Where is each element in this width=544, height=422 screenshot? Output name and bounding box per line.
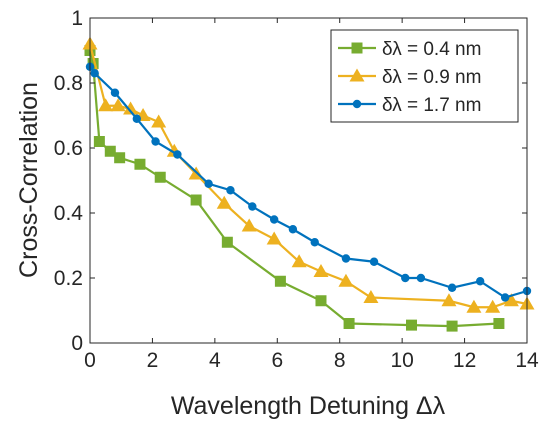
x-tick-label: 4: [209, 349, 221, 372]
series-2-point: [503, 293, 519, 307]
y-tick-label: 0.6: [54, 137, 83, 160]
legend-label: δλ = 1.7 nm: [382, 95, 481, 116]
legend-entry: δλ = 1.7 nm: [338, 95, 481, 116]
series-3-point: [269, 215, 279, 224]
series-3-point: [475, 277, 485, 286]
y-tick-label: 0.2: [54, 267, 83, 290]
y-axis-label: Cross-Correlation: [15, 82, 43, 278]
legend: δλ = 0.4 nm δλ = 0.9 nm δλ = 1.7 nm: [330, 29, 519, 123]
series-1-point: [190, 194, 202, 206]
series-1-point: [274, 275, 286, 287]
x-tick-label: 12: [453, 349, 476, 372]
legend-label: δλ = 0.4 nm: [382, 39, 481, 60]
x-tick-label: 0: [84, 349, 96, 372]
series-2-point: [151, 114, 167, 128]
series-3-point: [447, 283, 457, 292]
legend-entry: δλ = 0.9 nm: [338, 67, 481, 88]
y-tick-label: 0.8: [54, 72, 83, 95]
series-3-point: [110, 88, 120, 97]
x-tick-label: 8: [334, 349, 346, 372]
legend-marker: [352, 99, 362, 109]
series-2-point: [98, 98, 114, 112]
series-3: [85, 62, 532, 302]
series-2-point: [363, 290, 379, 303]
series-1-point: [315, 295, 327, 307]
series-1-point: [493, 318, 505, 329]
series-2-point: [266, 231, 282, 245]
series-2-point: [466, 299, 482, 313]
x-axis-label: Wavelength Detuning Δλ: [171, 392, 446, 420]
series-1-point: [134, 158, 146, 170]
series-1-point: [221, 236, 233, 248]
series-2-point: [110, 98, 126, 112]
x-tick-label: 10: [390, 349, 413, 372]
legend-marker: [351, 42, 363, 54]
series-layer: [82, 36, 535, 332]
series-3-point: [369, 257, 379, 266]
series-2-point: [123, 101, 139, 115]
y-tick-label: 0.4: [54, 202, 84, 225]
series-1-point: [343, 318, 355, 329]
x-tick-label: 14: [515, 349, 539, 372]
series-1-point: [406, 319, 418, 331]
series-2-point: [216, 195, 232, 209]
series-1-point: [114, 152, 126, 164]
legend-marker: [349, 68, 365, 82]
series-3-point: [288, 225, 298, 234]
series-3-point: [500, 293, 510, 302]
series-1-point: [446, 320, 458, 332]
series-3-point: [341, 254, 351, 263]
axes-box: [89, 17, 528, 344]
series-2-point: [441, 293, 457, 307]
series-1-point: [154, 171, 166, 183]
y-tick-label: 1: [71, 7, 83, 30]
series-3-point: [173, 150, 182, 159]
series-1-point: [104, 145, 116, 157]
series-3-line: [89, 66, 528, 299]
series-1-point: [93, 136, 105, 147]
series-1: [84, 45, 505, 332]
series-2-point: [291, 254, 307, 268]
series-3-point: [401, 273, 410, 283]
axes-layer: [89, 17, 528, 344]
series-2-point: [485, 299, 501, 313]
series-2-point: [241, 218, 257, 232]
series-3-point: [226, 186, 235, 195]
series-3-point: [248, 202, 257, 211]
series-3-point: [416, 273, 426, 283]
series-2-point: [313, 264, 329, 277]
series-3-point: [204, 179, 213, 188]
legend-entry: δλ = 0.4 nm: [338, 39, 481, 60]
x-tick-label: 2: [147, 349, 159, 372]
series-3-point: [90, 69, 99, 78]
series-3-point: [132, 114, 142, 123]
x-tick-label: 6: [271, 349, 283, 372]
series-2-point: [338, 273, 354, 287]
series-1-point: [87, 58, 99, 69]
series-3-point: [310, 238, 319, 247]
y-tick-label: 0: [71, 332, 83, 355]
series-3-point: [151, 137, 160, 146]
tick-label-layer: 0 2 4 6 8 10 12 14 0 0.2 0.4 0.6 0.8 1: [54, 7, 539, 372]
legend-label: δλ = 0.9 nm: [382, 67, 481, 88]
